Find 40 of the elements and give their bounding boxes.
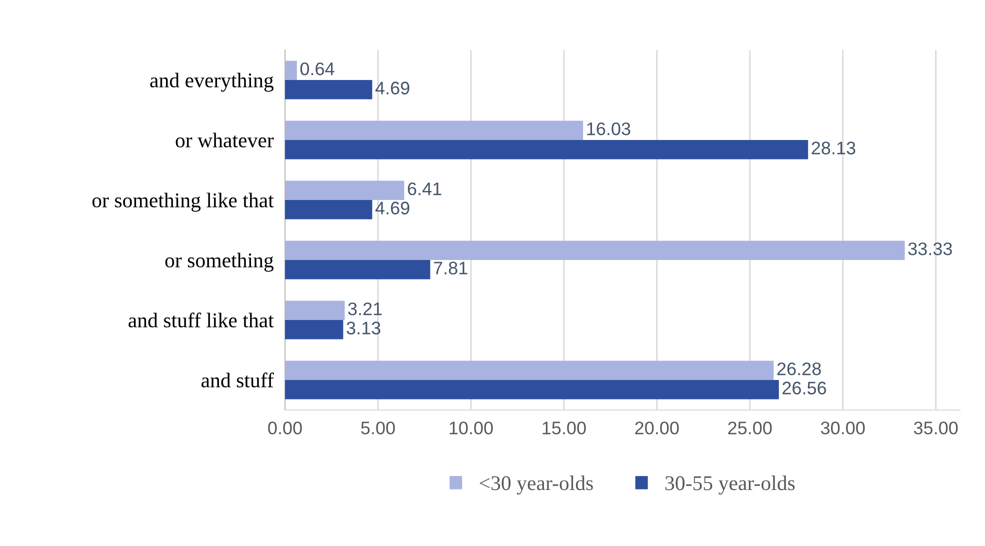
legend-label: <30 year-olds [480,476,593,494]
bar [285,60,297,80]
bar [285,80,372,100]
x-tick-label: 10.00 [450,422,493,434]
bar [285,200,372,220]
y-tick-label: and stuff like that [128,312,274,328]
data-label: 6.41 [408,182,442,196]
x-tick-label: 25.00 [728,422,772,434]
data-label: 4.69 [375,82,410,94]
bar [285,380,779,400]
bar [285,300,345,320]
y-tick-label: or something like that [92,192,274,212]
bar [285,180,404,200]
bar [285,360,774,380]
bar [285,320,344,340]
y-tick-label: or something [165,252,274,272]
x-tick-label: 5.00 [361,422,395,434]
legend-label: 30-55 year-olds [665,476,795,494]
data-label: 4.69 [375,202,410,214]
data-label: 3.21 [348,302,382,316]
bar [285,120,584,140]
x-tick-label: 15.00 [542,422,586,434]
y-tick-label: and stuff [202,372,274,388]
x-tick-label: 35.00 [914,422,958,434]
x-tick-label: 20.00 [635,422,679,434]
x-tick-label: 0.00 [268,422,302,434]
data-label: 3.13 [346,322,380,334]
bar [285,240,905,260]
data-label: 0.64 [300,62,334,76]
data-label: 26.28 [777,362,821,376]
data-label: 28.13 [812,142,856,154]
y-tick-label: or whatever [176,132,274,148]
bar [285,260,430,280]
data-label: 26.56 [782,382,826,394]
data-label: 7.81 [434,262,468,274]
x-tick-label: 30.00 [820,422,865,434]
bar [285,140,808,160]
data-label: 33.33 [908,242,952,256]
y-tick-label: and everything [150,72,274,92]
data-label: 16.03 [587,122,630,136]
